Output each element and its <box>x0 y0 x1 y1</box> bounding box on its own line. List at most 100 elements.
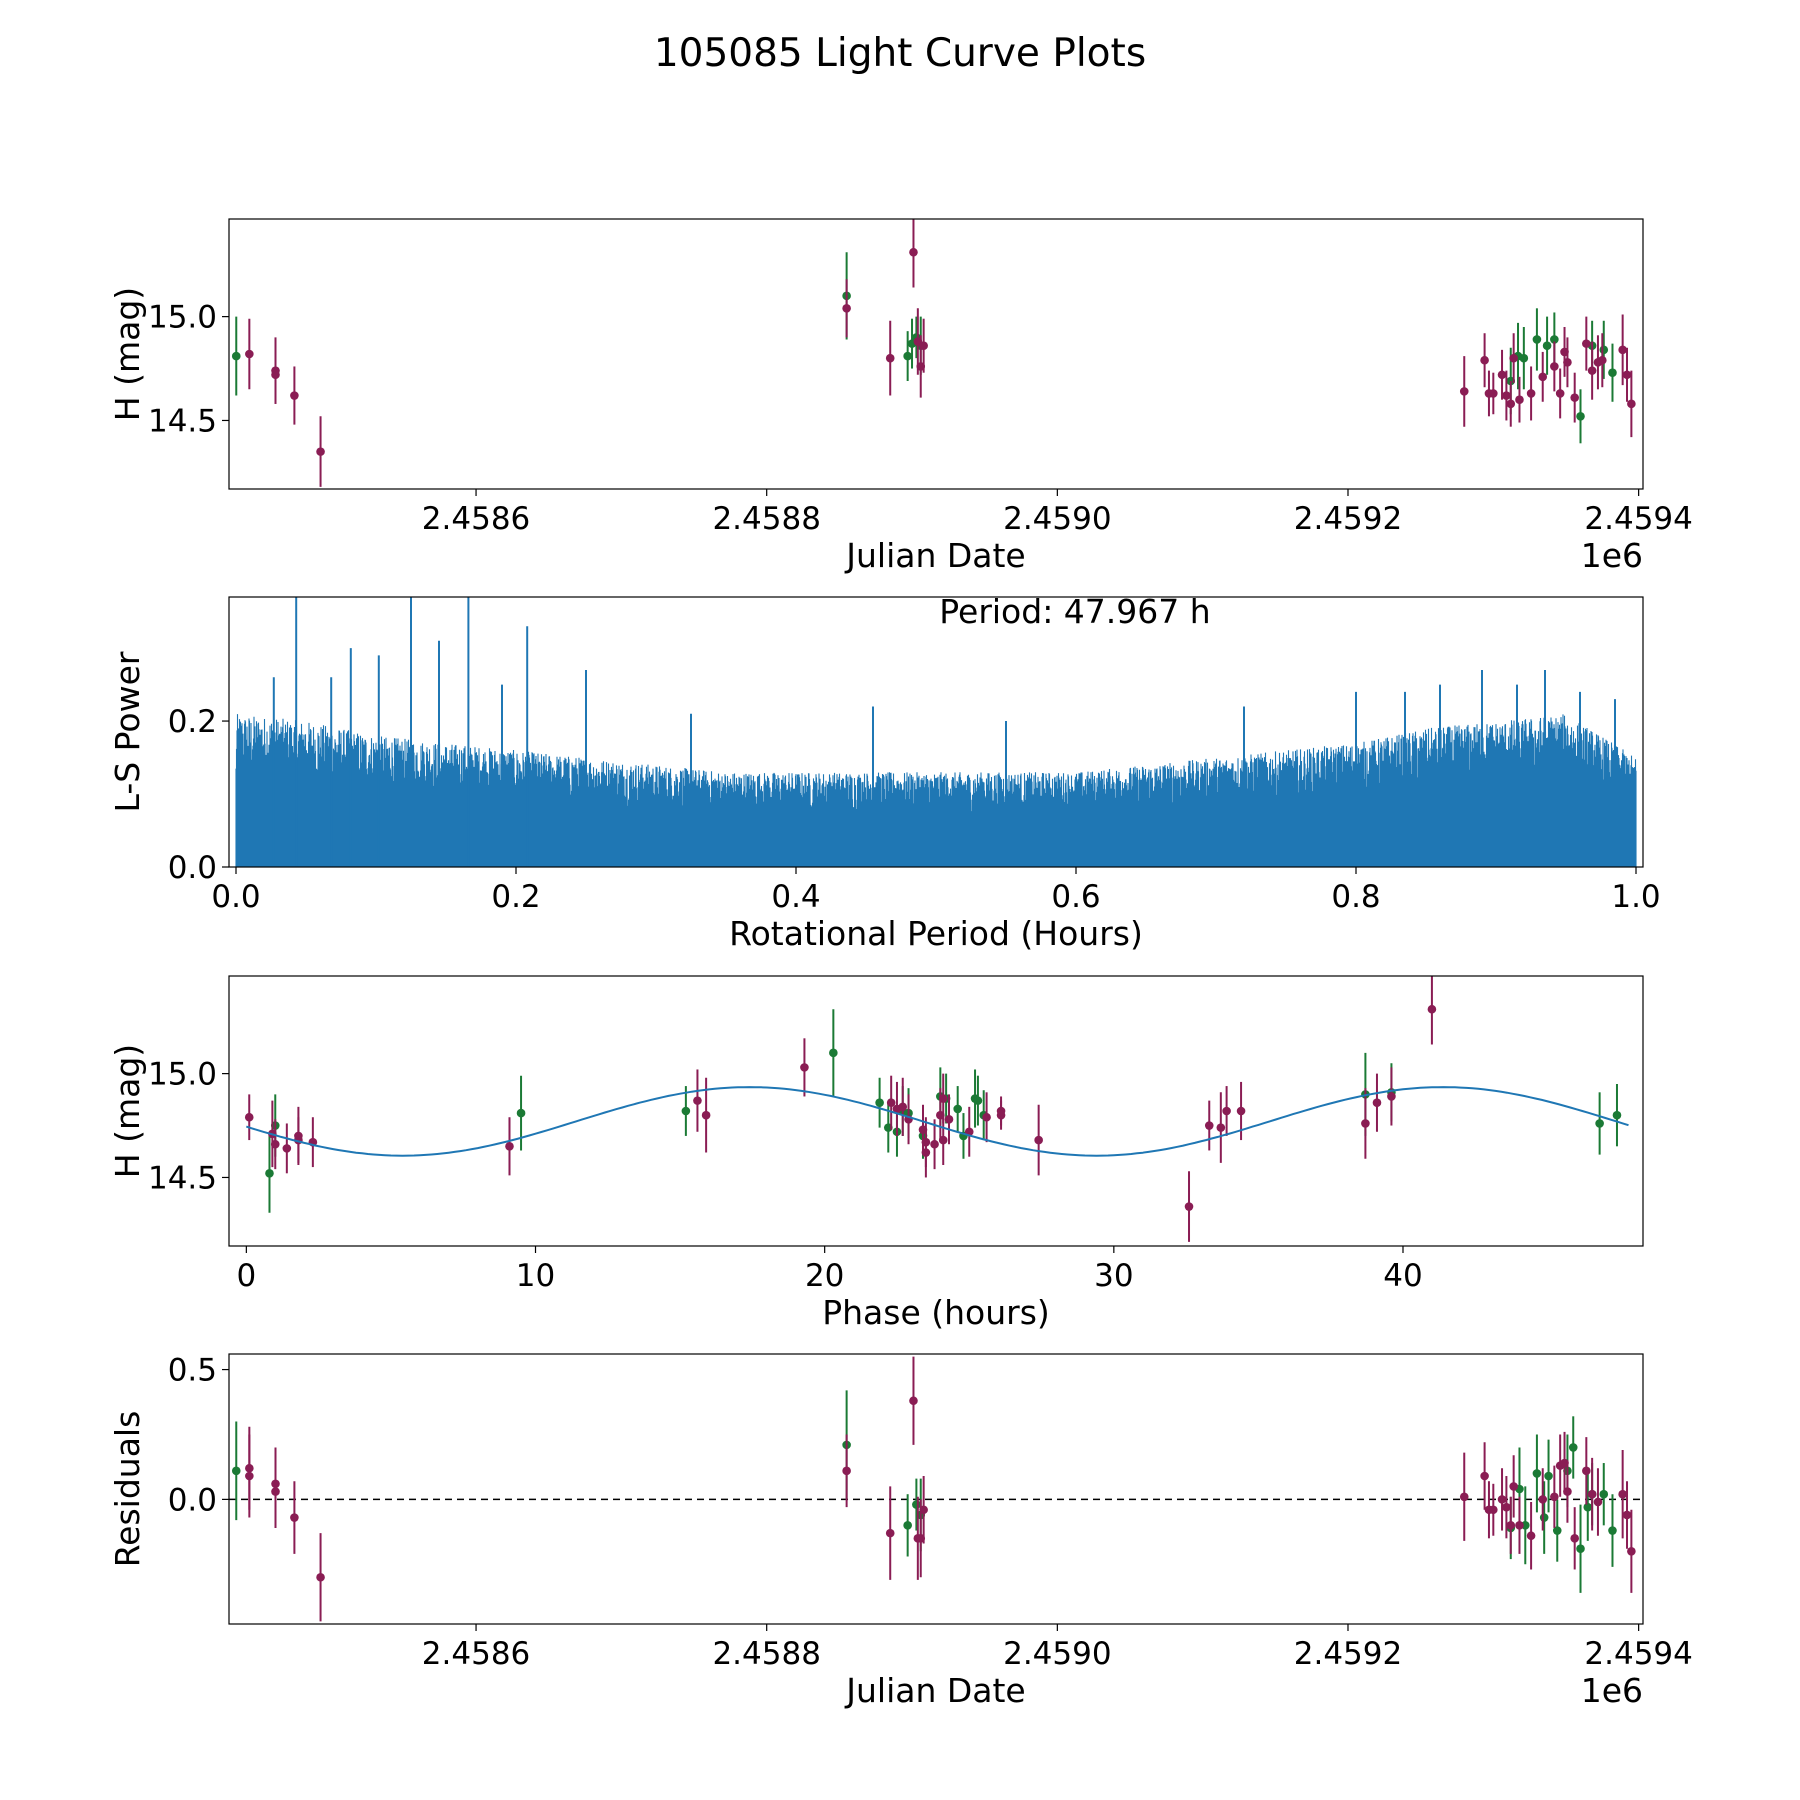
data-point <box>282 1144 292 1153</box>
data-point <box>290 391 299 400</box>
data-point <box>245 1471 254 1481</box>
plot-area <box>231 1356 1636 1622</box>
data-point <box>1538 1495 1548 1504</box>
y-tick-label: 0.5 <box>168 1353 217 1389</box>
data-point <box>1627 1547 1636 1556</box>
x-tick-label: 2.4590 <box>1003 501 1111 537</box>
x-tick-label: 40 <box>1383 1258 1422 1294</box>
x-tick-label: 0.4 <box>771 879 820 915</box>
data-point <box>1570 393 1579 402</box>
x-tick-label: 2.4586 <box>422 1636 530 1672</box>
data-point <box>919 1505 928 1515</box>
y-tick-label: 14.5 <box>148 403 217 439</box>
data-point <box>982 1112 991 1122</box>
data-point <box>1587 366 1597 375</box>
data-point <box>1361 1119 1370 1128</box>
y-tick-label: 15.0 <box>148 300 217 336</box>
data-point <box>1599 1489 1609 1499</box>
x-tick-label: 2.4588 <box>712 501 820 537</box>
data-point <box>1184 1202 1194 1211</box>
data-point <box>316 1572 325 1582</box>
data-point <box>886 1098 896 1107</box>
data-point <box>1593 1497 1603 1507</box>
data-point <box>1204 1121 1214 1130</box>
data-point <box>1627 399 1636 409</box>
x-tick-label: 0.2 <box>491 879 540 915</box>
x-axis-label: Julian Date <box>844 1671 1026 1710</box>
data-point <box>1599 345 1609 355</box>
plot-area <box>235 597 1637 867</box>
data-point <box>1583 1502 1593 1512</box>
data-point <box>1489 1505 1498 1515</box>
data-point <box>1595 1119 1604 1128</box>
data-point <box>1618 1489 1627 1499</box>
data-point <box>1480 1471 1489 1481</box>
data-point <box>1550 1492 1559 1502</box>
x-tick-label: 10 <box>516 1258 555 1294</box>
axes-frame <box>228 975 1644 1247</box>
data-point <box>245 349 254 359</box>
x-tick-label: 2.4594 <box>1584 501 1692 537</box>
data-point <box>681 1106 691 1116</box>
data-point <box>1532 1469 1542 1478</box>
data-point <box>1502 1502 1511 1512</box>
x-tick-label: 0.0 <box>211 879 260 915</box>
data-point <box>1544 1471 1553 1481</box>
data-point <box>973 1096 983 1105</box>
data-point <box>1515 395 1524 404</box>
data-point <box>909 1396 918 1406</box>
data-point <box>1387 1092 1396 1101</box>
data-point <box>919 341 928 350</box>
data-point <box>1532 335 1542 344</box>
data-point <box>1582 339 1591 348</box>
data-point <box>1216 1123 1226 1132</box>
x-axis-label: Rotational Period (Hours) <box>729 914 1143 953</box>
periodogram-panel: 0.0 0.2 0.4 0.6 0.8 1.0 0.0 0.2 Rotational Perio… <box>108 592 1661 953</box>
data-point <box>1497 370 1507 380</box>
data-point <box>1506 1521 1516 1530</box>
data-point <box>1236 1106 1246 1116</box>
data-point <box>1459 1492 1469 1502</box>
axes-frame <box>228 218 1644 490</box>
x-tick-label: 2.4586 <box>422 501 530 537</box>
data-point <box>1034 1135 1043 1145</box>
plot-area <box>244 976 1629 1242</box>
x-tick-label: 1.0 <box>1611 879 1660 915</box>
data-point <box>1608 368 1617 377</box>
data-point <box>1515 1521 1524 1530</box>
data-point <box>1506 399 1516 409</box>
data-point <box>885 353 895 363</box>
data-point <box>271 370 280 380</box>
data-point <box>1509 353 1518 363</box>
data-point <box>898 1102 908 1112</box>
data-point <box>1526 389 1536 398</box>
data-point <box>1608 1526 1617 1535</box>
data-point <box>903 351 912 361</box>
data-point <box>1568 1443 1578 1452</box>
data-point <box>1550 362 1559 371</box>
data-point <box>1372 1098 1382 1107</box>
y-axis-label: L-S Power <box>108 651 147 812</box>
data-point <box>1563 358 1572 367</box>
data-point <box>1509 1482 1518 1491</box>
data-point <box>1582 1466 1591 1476</box>
data-point <box>1576 412 1585 421</box>
data-point <box>1622 1510 1632 1520</box>
data-point <box>1618 345 1627 355</box>
data-point <box>1612 1110 1622 1120</box>
data-point <box>1519 353 1529 363</box>
data-point <box>912 1500 921 1509</box>
data-point <box>1502 391 1511 400</box>
x-tick-label: 2.4588 <box>712 1636 820 1672</box>
data-point <box>505 1142 514 1151</box>
data-point <box>903 1521 912 1530</box>
data-point <box>1570 1534 1579 1543</box>
x-tick-label: 2.4592 <box>1294 501 1402 537</box>
y-axis-label: H (mag) <box>108 1044 147 1178</box>
data-point <box>270 1139 280 1149</box>
data-point <box>938 1135 948 1145</box>
x-offset-label: 1e6 <box>1581 536 1643 575</box>
y-tick-label: 0.0 <box>168 850 217 886</box>
phased-panel: 0 10 20 30 40 14.5 15.0 Phase (hours) H (mag) <box>108 975 1644 1332</box>
